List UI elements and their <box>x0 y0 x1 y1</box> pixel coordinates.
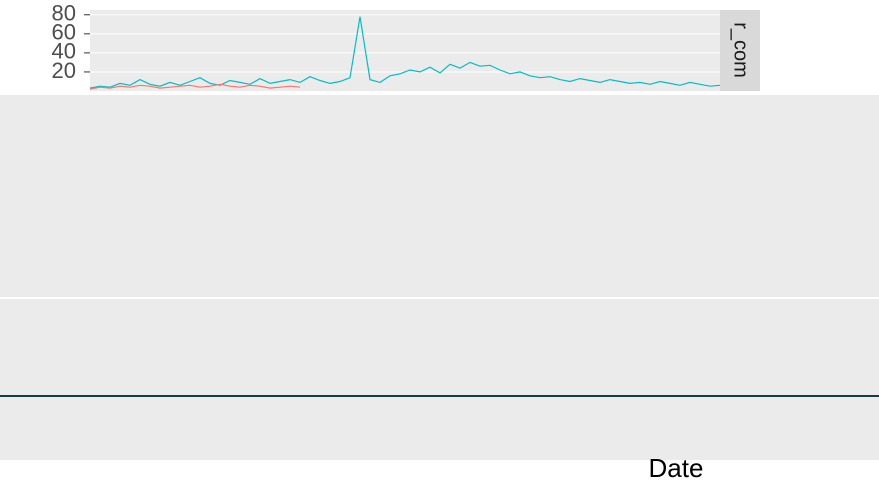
y-tick-label: 80 <box>52 1 76 26</box>
page: {"chart_data": {"type": "line", "strip":… <box>0 0 879 483</box>
strip-label: r_com <box>730 22 752 78</box>
chart: r_com Date 20406080 <box>0 0 879 483</box>
panel <box>90 10 720 91</box>
lower-panel <box>0 95 879 460</box>
x-axis-title: Date <box>649 453 704 483</box>
